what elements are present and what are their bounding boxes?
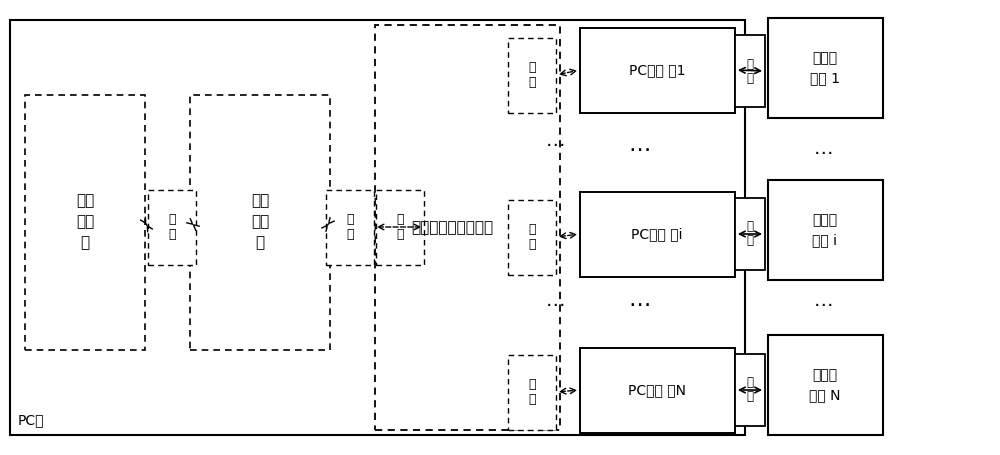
Bar bbox=[25, 95, 145, 350]
Bar bbox=[10, 20, 745, 435]
Text: 串
口: 串 口 bbox=[528, 223, 536, 251]
Text: …: … bbox=[546, 290, 566, 309]
Text: 被测试
对象 1: 被测试 对象 1 bbox=[810, 51, 840, 85]
Bar bbox=[768, 180, 883, 280]
Bar bbox=[508, 38, 556, 113]
Text: 串口
桥接
器: 串口 桥接 器 bbox=[251, 193, 269, 251]
Bar bbox=[580, 192, 735, 277]
Bar bbox=[326, 190, 374, 265]
Text: 多通道串口测试模块: 多通道串口测试模块 bbox=[412, 220, 494, 235]
Bar bbox=[580, 28, 735, 113]
Bar bbox=[735, 198, 765, 270]
Text: 被测试
对象 N: 被测试 对象 N bbox=[809, 368, 841, 402]
Bar bbox=[376, 190, 424, 265]
Bar bbox=[580, 348, 735, 433]
Text: 被测试
对象 i: 被测试 对象 i bbox=[812, 213, 838, 247]
Bar bbox=[148, 190, 196, 265]
Text: …: … bbox=[629, 135, 651, 155]
Text: 串
口: 串 口 bbox=[746, 376, 754, 404]
Bar bbox=[190, 95, 330, 350]
Text: …: … bbox=[629, 290, 651, 310]
Text: 串
口: 串 口 bbox=[396, 213, 404, 241]
Text: …: … bbox=[813, 290, 833, 309]
Text: 串
口: 串 口 bbox=[746, 221, 754, 248]
Text: 串
口: 串 口 bbox=[346, 213, 354, 241]
Bar bbox=[735, 35, 765, 107]
Text: …: … bbox=[813, 138, 833, 157]
Text: 串
口: 串 口 bbox=[528, 378, 536, 406]
Bar bbox=[508, 200, 556, 275]
Bar bbox=[508, 355, 556, 430]
Bar bbox=[768, 335, 883, 435]
Text: PC机串 口N: PC机串 口N bbox=[628, 383, 686, 397]
Bar bbox=[768, 18, 883, 118]
Text: 串口
调试
器: 串口 调试 器 bbox=[76, 193, 94, 251]
Bar bbox=[375, 25, 560, 430]
Text: 串
口: 串 口 bbox=[528, 61, 536, 89]
Text: 串
口: 串 口 bbox=[746, 57, 754, 85]
Text: 串
口: 串 口 bbox=[168, 213, 176, 241]
Text: …: … bbox=[546, 131, 566, 150]
Text: PC机串 口i: PC机串 口i bbox=[631, 227, 683, 241]
Bar bbox=[735, 354, 765, 426]
Text: PC机: PC机 bbox=[18, 413, 44, 427]
Text: PC机串 口1: PC机串 口1 bbox=[629, 63, 685, 77]
